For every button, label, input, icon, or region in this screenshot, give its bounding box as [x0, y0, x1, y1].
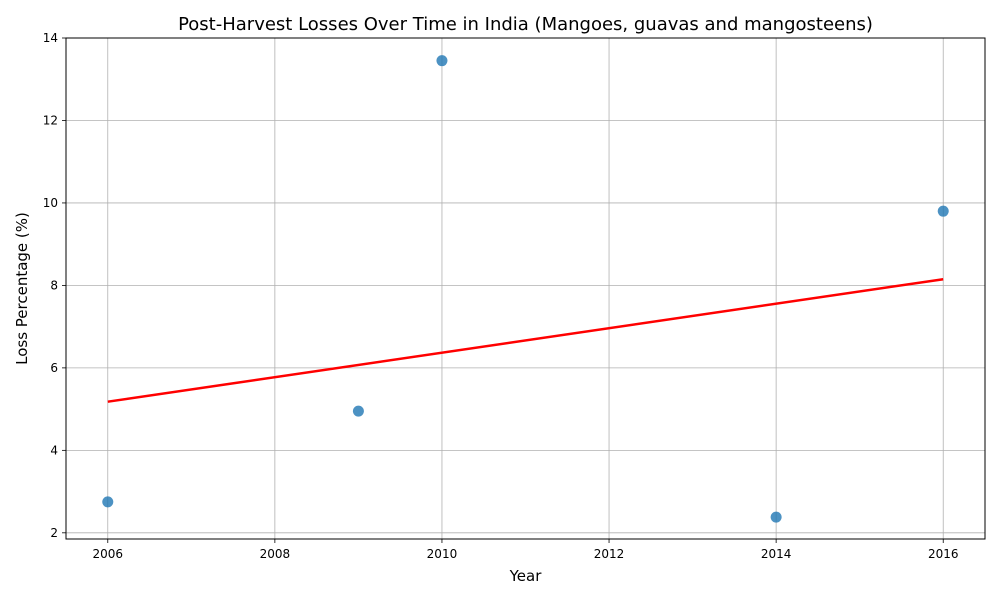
grid [66, 37, 985, 539]
plot-frame [65, 37, 986, 540]
data-point [436, 55, 448, 67]
y-tick-label: 14 [43, 31, 58, 45]
y-tick-label: 12 [43, 113, 58, 127]
trendline-layer [107, 277, 944, 403]
x-axis-label: Year [509, 567, 543, 585]
x-tick-label: 2012 [594, 547, 625, 561]
y-tick-label: 2 [50, 526, 58, 540]
x-ticks: 2006 2008 2010 2012 2014 2016 [92, 539, 959, 561]
data-point [937, 205, 949, 217]
data-point [352, 405, 364, 417]
y-tick-label: 10 [43, 196, 58, 210]
y-tick-label: 8 [50, 278, 58, 292]
x-tick-label: 2016 [928, 547, 959, 561]
y-tick-label: 6 [50, 361, 58, 375]
data-point [770, 511, 782, 523]
y-tick-label: 4 [50, 443, 58, 457]
points-layer [102, 55, 949, 523]
x-tick-label: 2014 [761, 547, 792, 561]
x-tick-label: 2008 [260, 547, 291, 561]
chart-title: Post-Harvest Losses Over Time in India (… [178, 14, 873, 35]
x-tick-label: 2006 [92, 547, 123, 561]
y-ticks: 2 4 6 8 10 12 14 [43, 31, 66, 540]
trend-line [107, 277, 944, 403]
y-axis-label: Loss Percentage (%) [13, 212, 31, 365]
x-tick-label: 2010 [427, 547, 458, 561]
data-point [102, 496, 114, 508]
